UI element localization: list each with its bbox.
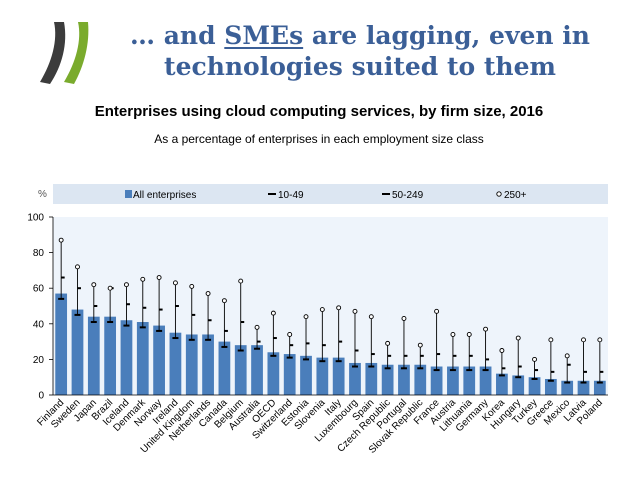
bar-ireland [169, 332, 182, 395]
bar-estonia [300, 355, 312, 395]
marker-250-plus-luxembourg [352, 308, 358, 314]
marker-250-plus-canada [221, 298, 227, 304]
legend-swatch-all-enterprises [125, 190, 132, 198]
bar-brazil [104, 316, 117, 395]
bar-mexico [561, 380, 574, 395]
bar-belgium [234, 345, 247, 395]
bar-latvia [577, 380, 590, 395]
marker-250-plus-germany [483, 326, 489, 332]
bar-germany [479, 366, 492, 395]
bar-czech-republic [381, 364, 394, 395]
y-tick-label-0: 0 [38, 391, 44, 402]
bar-canada [218, 341, 231, 395]
marker-250-plus-czech-republic [385, 340, 391, 346]
bar-spain [365, 362, 378, 395]
marker-250-plus-ireland [172, 280, 178, 286]
bar-lithuania [463, 366, 476, 395]
marker-250-plus-mexico [564, 353, 570, 359]
legend-label-50-249: 50-249 [392, 190, 424, 201]
marker-250-plus-france [434, 308, 440, 314]
marker-250-plus-poland [597, 337, 603, 343]
title-prefix: … and [130, 21, 225, 50]
marker-250-plus-netherlands [205, 291, 211, 296]
marker-250-plus-norway [156, 275, 162, 280]
marker-250-plus-australia [254, 324, 260, 330]
marker-250-plus-lithuania [466, 332, 472, 337]
marker-250-plus-korea [499, 348, 505, 353]
slide-title-line-2: technologies suited to them [164, 52, 556, 81]
marker-250-plus-oecd [270, 310, 276, 316]
marker-250-plus-latvia [581, 337, 586, 343]
oecd-logo [40, 22, 89, 84]
marker-250-plus-greece [548, 337, 554, 343]
chart-subtitle: As a percentage of enterprises in each e… [154, 132, 484, 146]
bar-oecd [267, 352, 280, 395]
y-axis-unit: % [38, 189, 47, 200]
bar-portugal [398, 364, 410, 395]
bar-united-kingdom [185, 334, 198, 395]
y-tick-label-20: 20 [33, 355, 45, 366]
bar-slovak-republic [414, 364, 427, 395]
legend-label-all-enterprises: All enterprises [133, 190, 196, 201]
bar-australia [251, 345, 263, 395]
bar-greece [544, 378, 557, 395]
legend-label-10-49: 10-49 [278, 190, 304, 201]
legend-label-250-: 250+ [504, 190, 527, 201]
marker-250-plus-japan [91, 282, 97, 288]
legend-swatch-250- [496, 191, 502, 197]
marker-250-plus-spain [368, 314, 374, 320]
y-tick-label-80: 80 [33, 248, 45, 259]
marker-250-plus-hungary [515, 335, 521, 341]
marker-250-plus-turkey [532, 356, 537, 362]
marker-250-plus-portugal [401, 316, 407, 321]
marker-250-plus-slovak-republic [417, 342, 423, 348]
marker-250-plus-switzerland [287, 332, 293, 337]
marker-250-plus-estonia [303, 314, 309, 320]
bar-slovenia [316, 357, 329, 395]
y-tick-label-100: 100 [27, 213, 44, 224]
legend-background [53, 184, 608, 204]
marker-250-plus-austria [450, 332, 456, 337]
plot-background [53, 217, 608, 395]
bar-iceland [120, 320, 133, 395]
bar-netherlands [202, 334, 214, 395]
marker-250-plus-iceland [124, 282, 129, 288]
bar-norway [153, 325, 165, 395]
bar-luxembourg [349, 362, 361, 395]
marker-250-plus-italy [336, 305, 342, 311]
title-highlight: SMEs [224, 21, 304, 50]
bar-italy [332, 357, 345, 395]
bar-korea [496, 373, 508, 395]
bar-denmark [136, 322, 149, 395]
slide-title-line-1: … and SMEs are lagging, even in [96, 20, 624, 51]
marker-250-plus-sweden [75, 264, 80, 270]
bar-finland [55, 293, 68, 395]
bar-turkey [528, 377, 541, 395]
bar-sweden [71, 309, 84, 395]
marker-250-plus-united-kingdom [189, 283, 195, 289]
bar-japan [87, 316, 100, 395]
marker-250-plus-finland [58, 237, 64, 243]
bar-poland [593, 380, 606, 395]
marker-250-plus-belgium [238, 278, 244, 284]
y-tick-label-40: 40 [33, 319, 45, 330]
bar-austria [447, 366, 459, 395]
y-tick-label-60: 60 [33, 284, 45, 295]
bar-hungary [512, 375, 525, 395]
slide-title: … and SMEs are lagging, even in technolo… [96, 20, 624, 82]
title-line1-suffix: are lagging, even in [303, 21, 590, 50]
marker-250-plus-denmark [140, 276, 146, 282]
bar-switzerland [283, 354, 296, 395]
chart-title: Enterprises using cloud computing servic… [94, 103, 544, 120]
marker-250-plus-brazil [107, 285, 113, 291]
bar-france [430, 366, 443, 395]
marker-250-plus-slovenia [319, 307, 325, 313]
